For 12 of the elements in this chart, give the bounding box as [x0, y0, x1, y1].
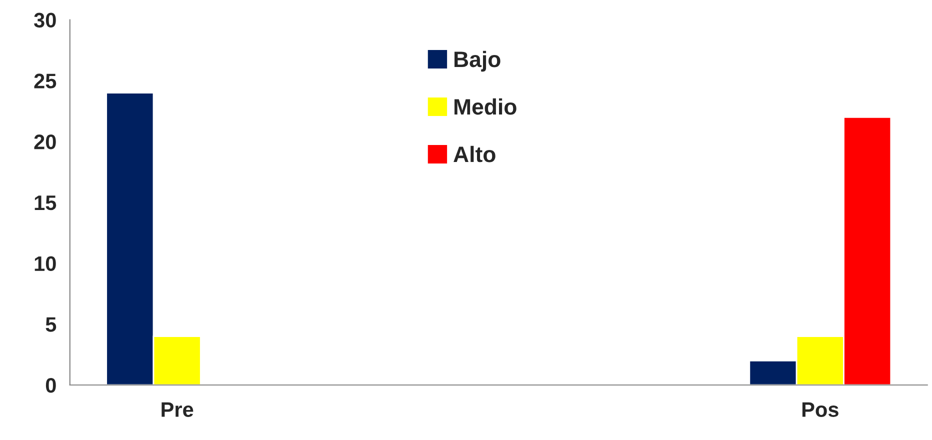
y-tick-label: 20 — [34, 134, 56, 150]
y-tick-label: 10 — [34, 256, 56, 272]
legend-label: Alto — [454, 146, 496, 162]
x-tick-label: Pre — [162, 402, 194, 417]
y-tick-label: 5 — [46, 317, 56, 332]
legend-label: Medio — [454, 98, 516, 115]
legend-label: Bajo — [454, 50, 500, 72]
y-tick-label: 0 — [46, 378, 56, 393]
y-tick-label: 25 — [34, 74, 56, 88]
y-tick-label: 30 — [34, 12, 56, 28]
x-tick-label: Pos — [802, 402, 838, 417]
y-tick-label: 15 — [34, 196, 56, 210]
